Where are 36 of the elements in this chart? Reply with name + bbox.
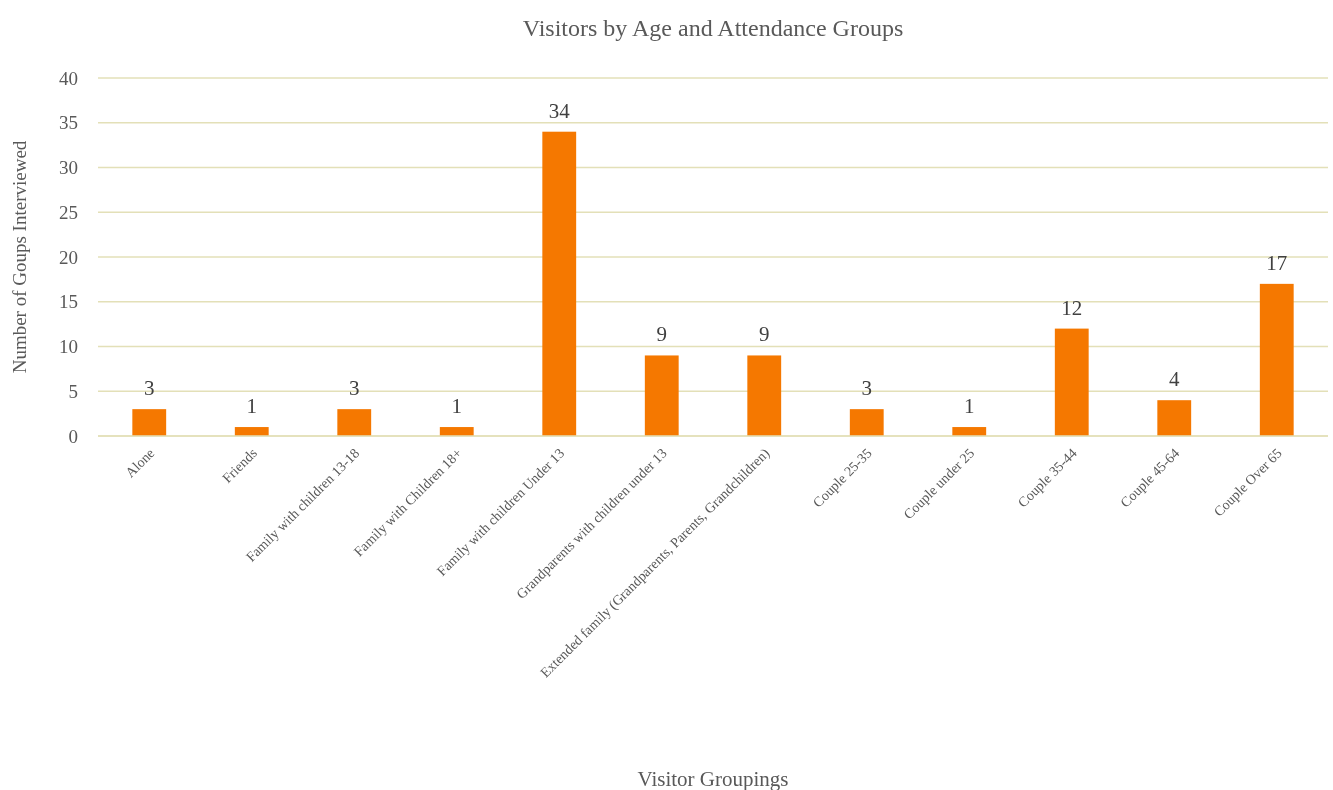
y-tick-label: 30 [59, 157, 78, 179]
x-axis-title: Visitor Groupings [637, 767, 789, 790]
data-label: 12 [1061, 295, 1083, 320]
bar [1054, 328, 1089, 436]
y-tick-label: 20 [59, 246, 78, 268]
data-label: 9 [759, 322, 770, 347]
bar [439, 427, 474, 436]
bar [1259, 283, 1294, 436]
bar [234, 427, 269, 436]
data-label: 3 [349, 376, 360, 401]
chart-title: Visitors by Age and Attendance Groups [522, 15, 904, 41]
data-label: 3 [144, 376, 155, 401]
data-label: 9 [656, 322, 667, 347]
data-label: 3 [861, 376, 872, 401]
data-label: 1 [451, 394, 462, 419]
data-label: 1 [964, 394, 975, 419]
bar [747, 355, 782, 436]
data-label: 4 [1169, 367, 1180, 392]
data-label: 1 [246, 394, 257, 419]
y-tick-label: 35 [59, 112, 78, 134]
y-tick-label: 25 [59, 201, 78, 223]
data-label: 34 [548, 98, 571, 123]
bar [1157, 400, 1192, 436]
bar [849, 409, 884, 436]
bar [337, 409, 372, 436]
data-label: 17 [1266, 250, 1288, 275]
y-tick-label: 5 [68, 380, 78, 402]
bar [644, 355, 679, 436]
bar [952, 427, 987, 436]
y-axis-title: Number of Goups Interviewed [9, 140, 30, 374]
y-tick-label: 10 [59, 336, 78, 358]
y-tick-label: 0 [68, 425, 78, 447]
bar [132, 409, 167, 436]
bar [542, 131, 577, 436]
y-tick-label: 15 [59, 291, 78, 313]
y-tick-label: 40 [59, 67, 78, 89]
